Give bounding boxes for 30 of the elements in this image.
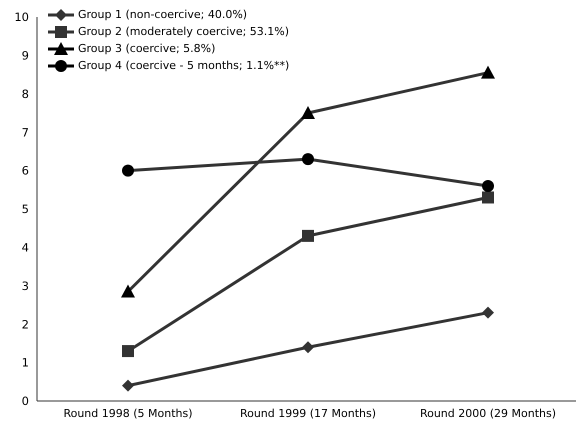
y-tick-label: 6 [22,164,29,178]
y-tick-label: 10 [14,10,29,24]
point [121,284,135,298]
point [482,191,494,204]
legend-label: Group 4 (coercive - 5 months; 1.1%**) [78,59,290,72]
x-tick-label: Round 2000 (29 Months) [420,406,556,420]
point [122,164,134,177]
y-tick-label: 9 [22,48,29,62]
y-tick-label: 0 [22,394,29,408]
point [482,306,494,319]
point [481,66,495,79]
point [122,380,134,392]
y-tick-label: 8 [22,86,29,101]
point [122,345,134,358]
legend-label: Group 1 (non-coercive; 40.0%) [78,8,248,21]
x-tick-label: Round 1999 (17 Months) [240,406,376,420]
y-tick-label: 1 [22,356,29,370]
legend-label: Group 2 (moderately coercive; 53.1%) [78,25,290,38]
y-tick-label: 2 [22,317,29,332]
x-tick-label: Round 1998 (5 Months) [63,406,193,420]
point [302,341,314,354]
point [301,106,315,119]
y-tick-label: 4 [22,240,29,254]
point [482,180,494,192]
legend-label: Group 3 (coercive; 5.8%) [78,42,216,55]
point [302,230,314,242]
y-tick-label: 5 [22,202,29,216]
y-tick-label: 3 [22,278,29,293]
point [302,153,314,166]
y-tick-label: 7 [22,125,29,140]
